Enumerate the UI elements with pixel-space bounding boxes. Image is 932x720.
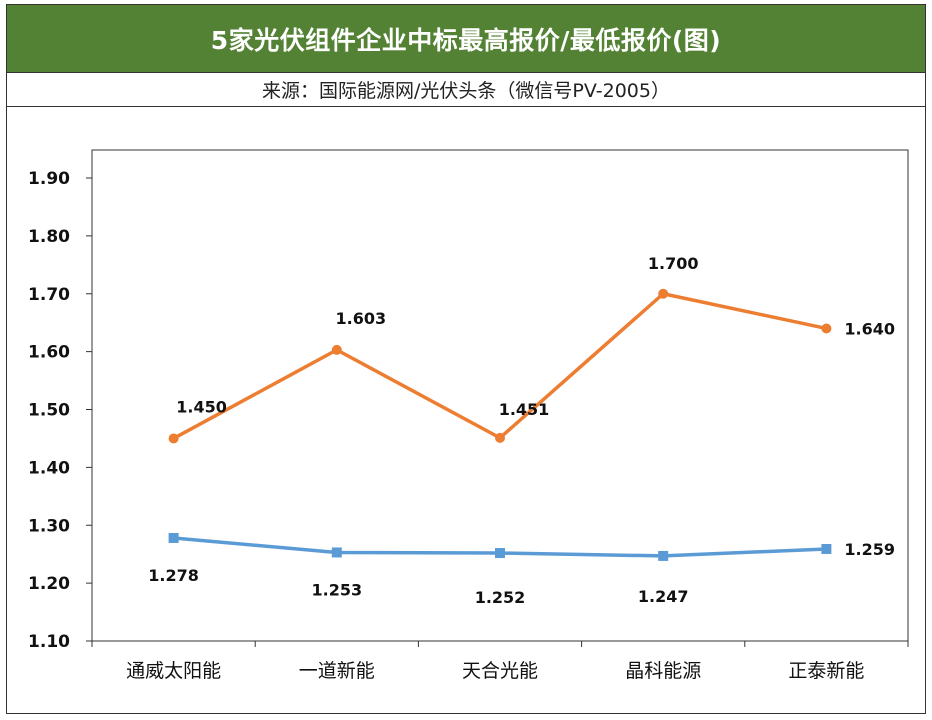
data-label: 1.451 <box>499 400 550 419</box>
data-point <box>331 547 342 558</box>
data-label: 1.278 <box>148 566 199 585</box>
y-tick-label: 1.10 <box>28 632 70 652</box>
y-tick-label: 1.40 <box>28 458 70 478</box>
chart-title: 5家光伏组件企业中标最高报价/最低报价(图) <box>7 5 925 73</box>
data-point <box>658 288 669 299</box>
data-point <box>168 532 179 543</box>
x-category-label: 晶科能源 <box>625 660 701 682</box>
plot-area <box>91 149 909 642</box>
data-point <box>168 433 179 444</box>
y-tick-label: 1.50 <box>28 401 70 421</box>
y-tick-label: 1.20 <box>28 574 70 594</box>
data-label: 1.253 <box>311 580 362 599</box>
data-point <box>331 344 342 355</box>
data-label: 1.247 <box>638 587 689 606</box>
data-point <box>821 543 832 554</box>
y-tick-label: 1.80 <box>28 227 70 247</box>
y-tick-label: 1.70 <box>28 285 70 305</box>
data-point <box>821 323 832 334</box>
data-label: 1.603 <box>335 309 386 328</box>
chart-frame: 5家光伏组件企业中标最高报价/最低报价(图) 来源：国际能源网/光伏头条（微信号… <box>6 4 926 714</box>
y-tick-label: 1.30 <box>28 516 70 536</box>
data-label: 1.700 <box>648 254 699 273</box>
data-point <box>495 548 505 559</box>
data-label: 1.259 <box>844 540 895 559</box>
data-label: 1.640 <box>844 319 895 338</box>
chart-subtitle: 来源：国际能源网/光伏头条（微信号PV-2005） <box>7 73 925 107</box>
x-category-label: 一道新能 <box>299 660 375 682</box>
y-tick-label: 1.60 <box>28 343 70 363</box>
y-tick-label: 1.90 <box>28 169 70 189</box>
data-point <box>658 550 669 561</box>
data-label: 1.450 <box>176 397 227 416</box>
x-category-label: 通威太阳能 <box>126 660 221 682</box>
data-point <box>495 432 505 443</box>
x-category-label: 天合光能 <box>462 660 538 682</box>
data-label: 1.252 <box>475 588 526 607</box>
x-category-label: 正泰新能 <box>788 660 864 682</box>
